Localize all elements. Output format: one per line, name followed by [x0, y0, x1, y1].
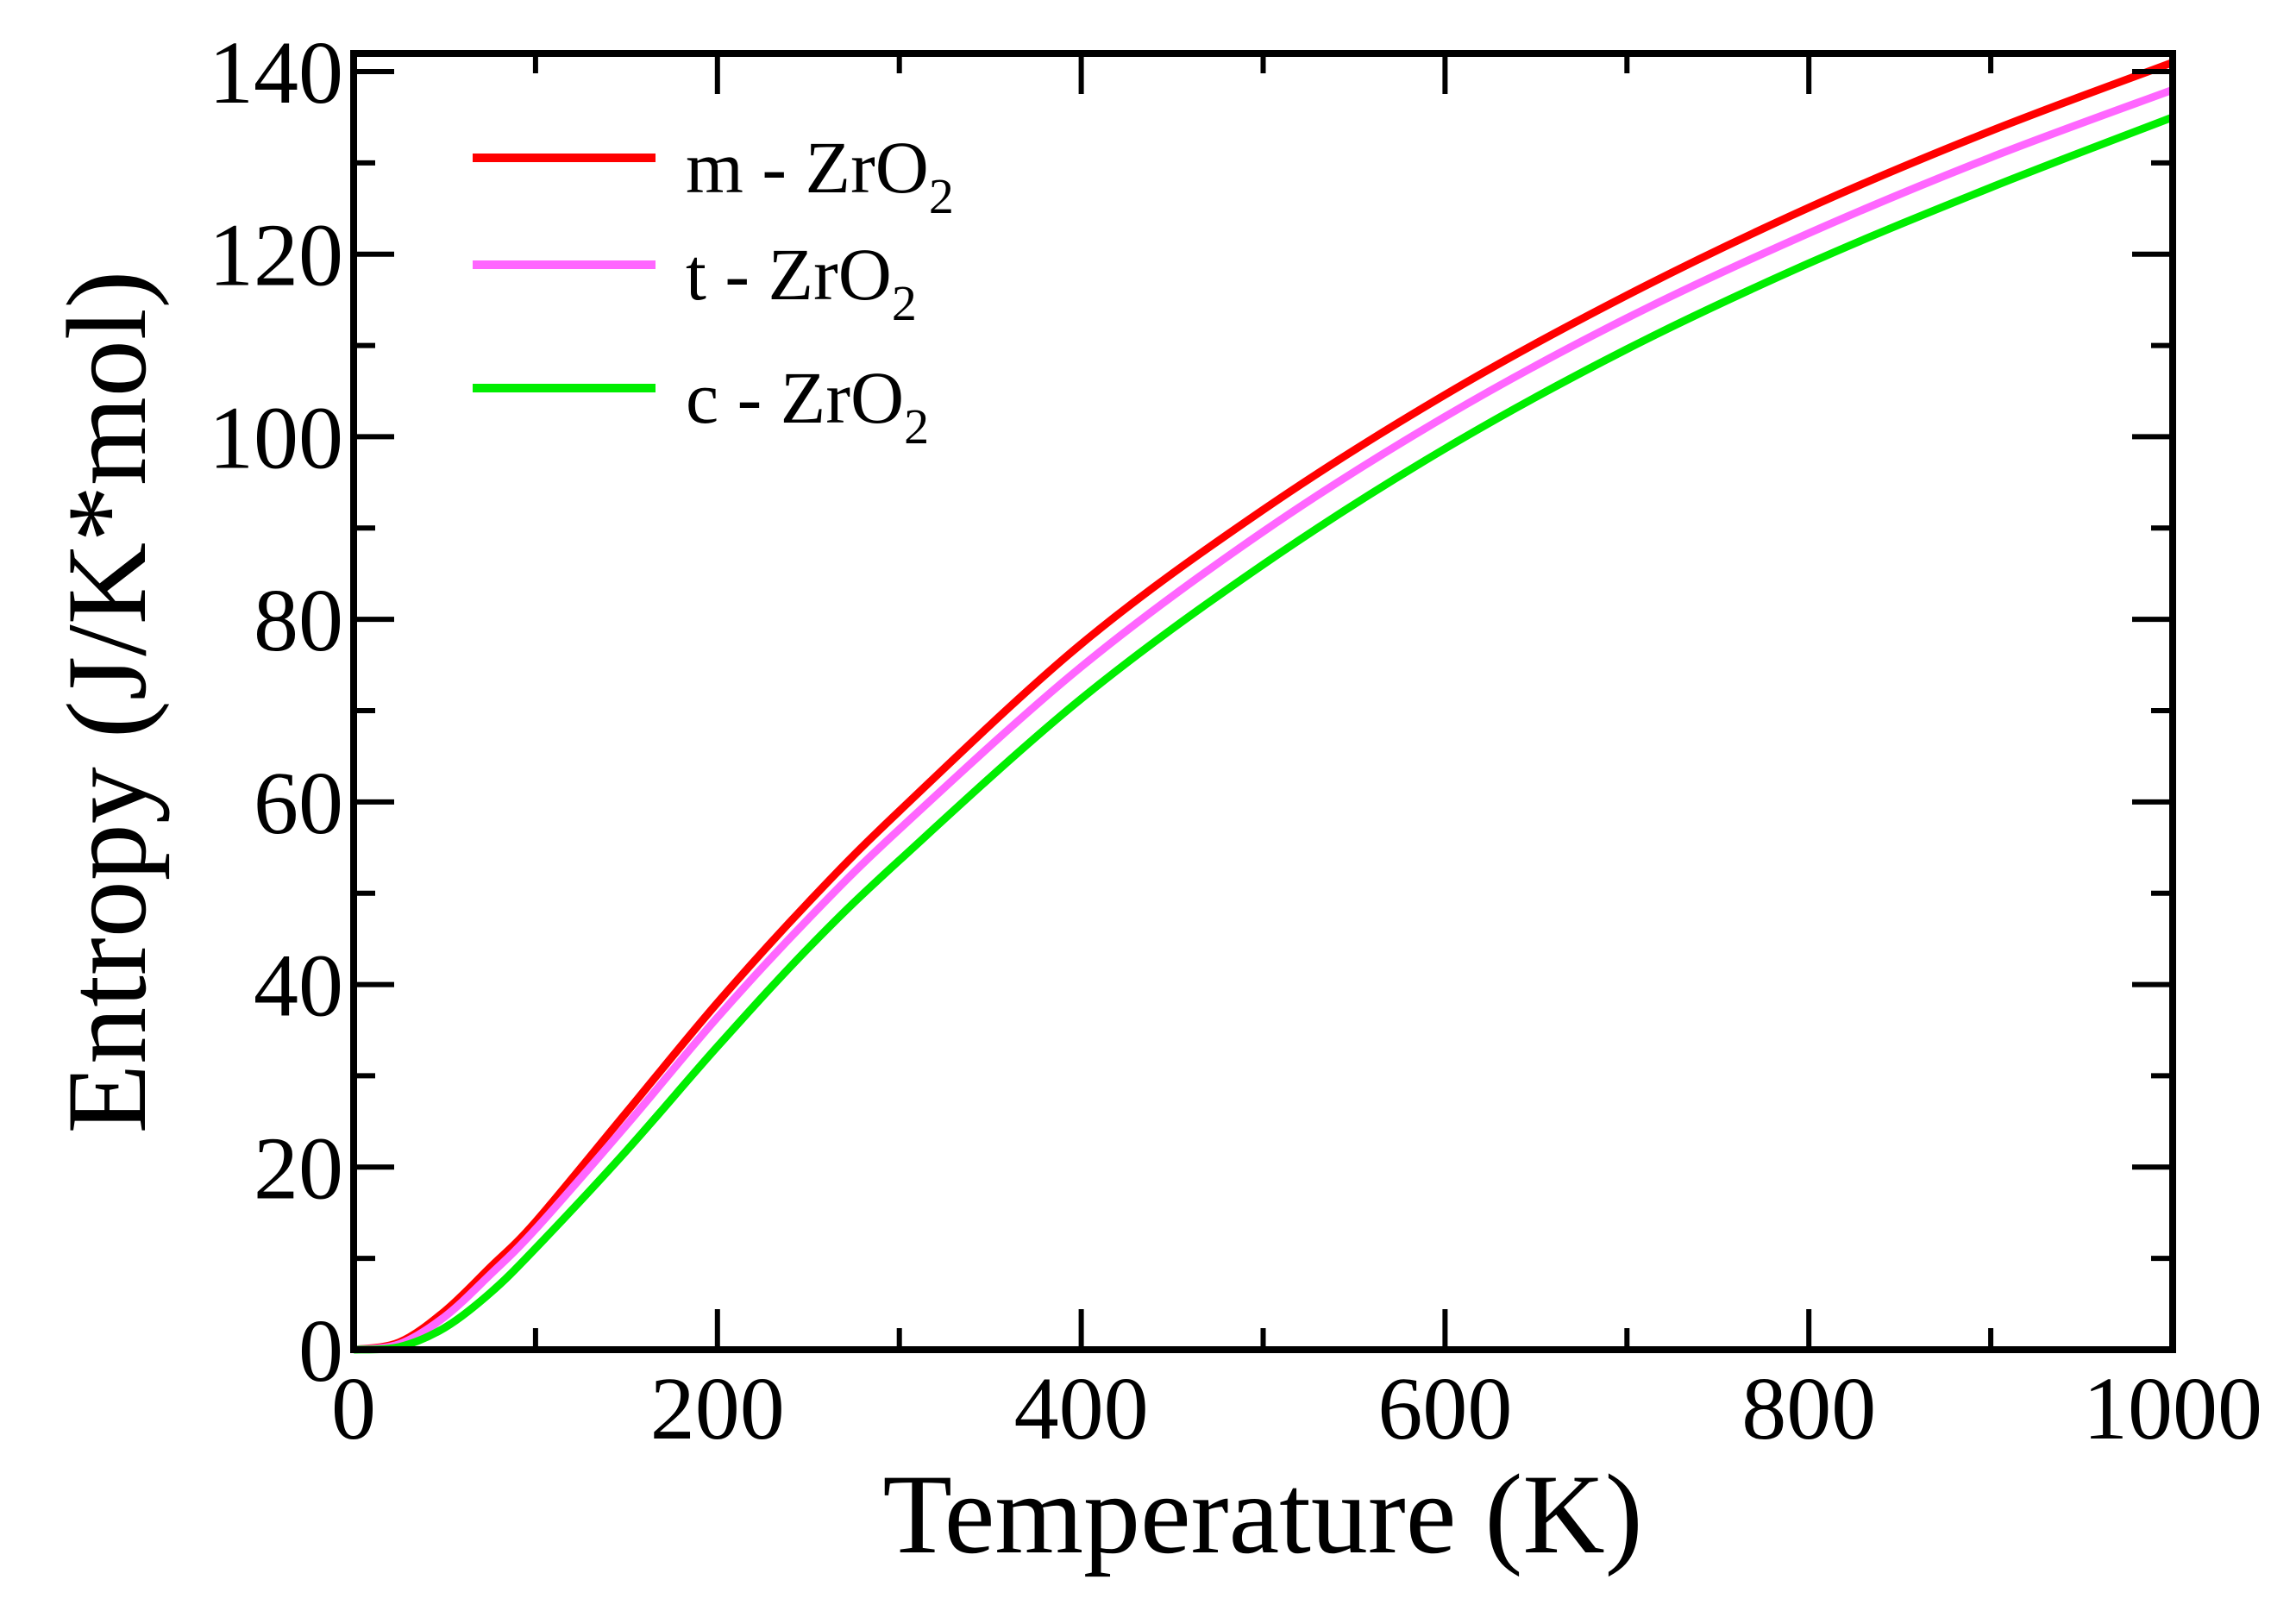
x-tick-label: 800 [1741, 1359, 1876, 1458]
legend-item-0: m - ZrO2 [473, 126, 954, 224]
y-tick-labels: 0 20 40 60 80 100 120 140 [209, 23, 343, 1401]
series-line-2 [353, 113, 2174, 1354]
y-tick-label: 140 [209, 23, 343, 122]
y-tick-label: 40 [254, 937, 343, 1036]
x-tick-label: 0 [331, 1359, 376, 1458]
y-tick-label: 120 [209, 206, 343, 305]
y-tick-label: 20 [254, 1119, 343, 1218]
y-tick-label: 80 [254, 571, 343, 670]
legend-label: c - ZrO2 [686, 356, 929, 454]
y-tick-label: 0 [298, 1301, 343, 1401]
series-lines [353, 59, 2174, 1354]
x-tick-label: 1000 [2083, 1359, 2262, 1458]
plot-frame [350, 50, 2176, 1353]
x-tick-labels: 0 200 400 600 800 1000 [331, 1359, 2262, 1458]
y-tick-label: 100 [209, 388, 343, 487]
x-tick-label: 200 [650, 1359, 785, 1458]
legend-item-2: c - ZrO2 [473, 356, 929, 454]
legend-item-1: t - ZrO2 [473, 233, 917, 331]
x-tick-label: 600 [1377, 1359, 1512, 1458]
y-tick-label: 60 [254, 754, 343, 853]
series-line-0 [353, 59, 2174, 1354]
series-line-1 [353, 85, 2174, 1354]
x-axis-title: Temperature (K) [882, 1451, 1642, 1577]
legend-label: t - ZrO2 [686, 233, 917, 331]
legend-label: m - ZrO2 [686, 126, 954, 224]
x-tick-label: 400 [1014, 1359, 1149, 1458]
y-axis-title: Entropy (J/K*mol) [43, 271, 170, 1134]
